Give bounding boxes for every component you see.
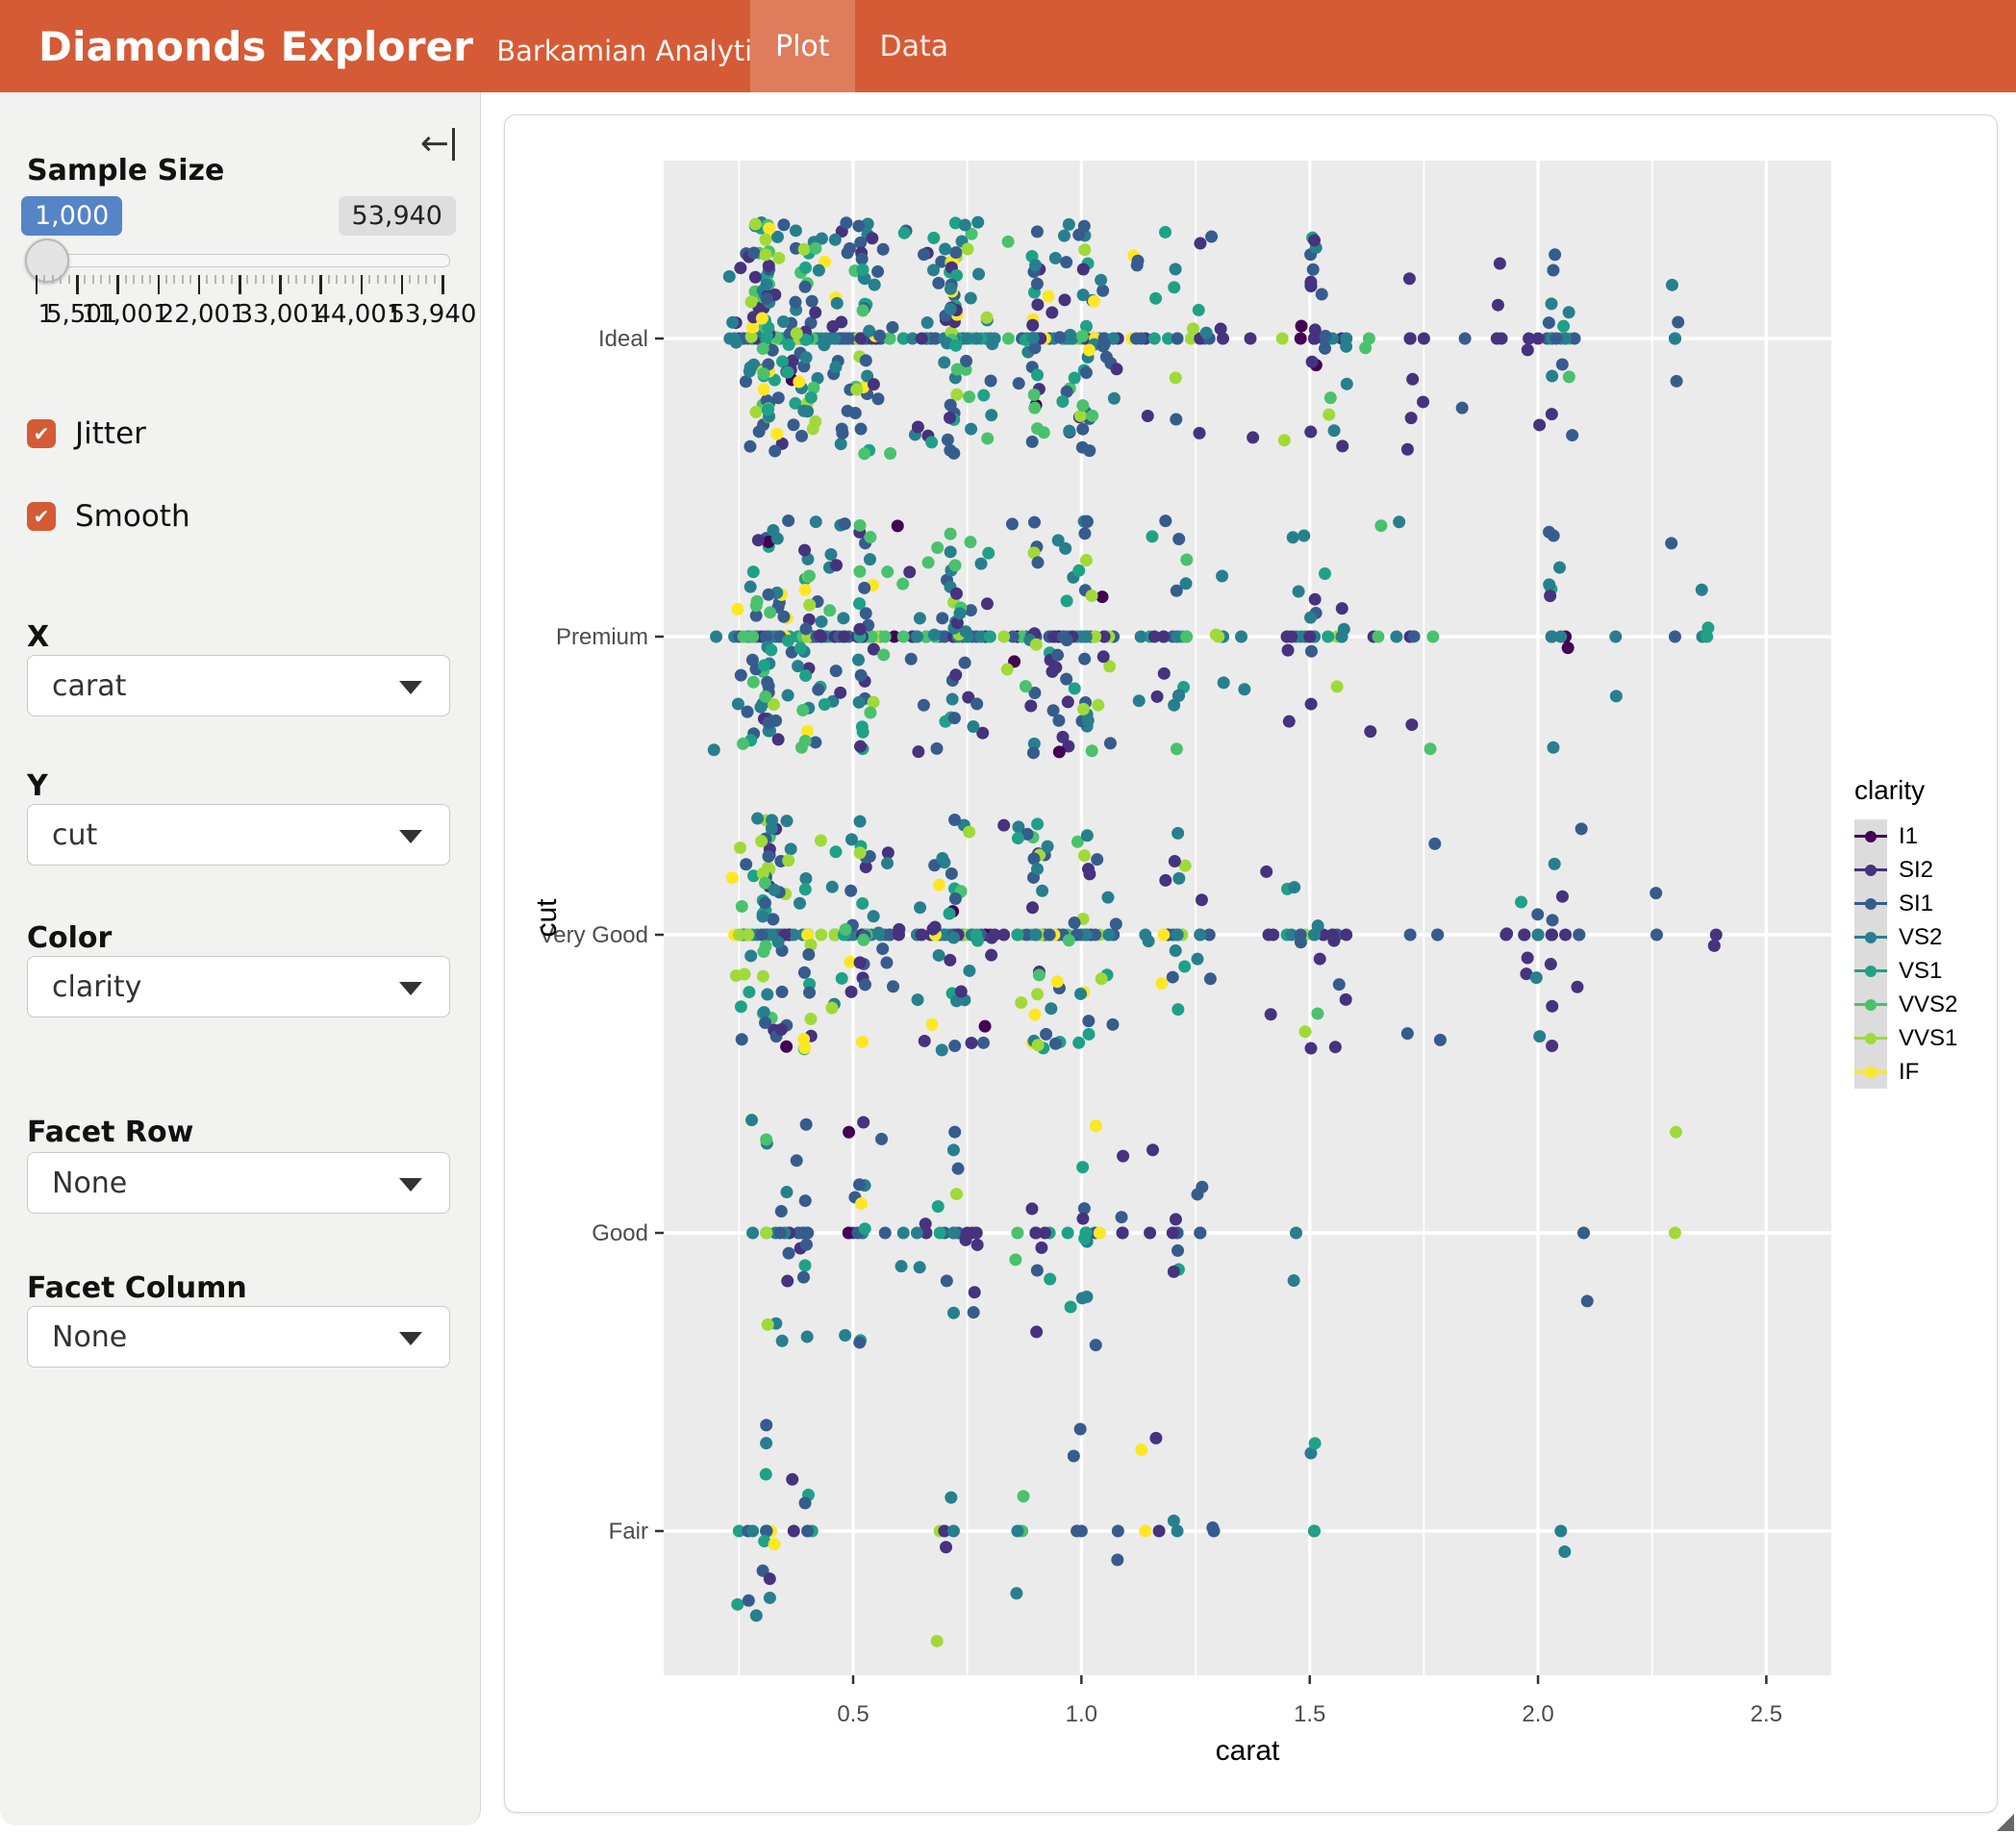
svg-text:Premium: Premium [556, 624, 648, 650]
collapse-left-icon: ← [419, 124, 449, 163]
jitter-checkbox[interactable]: ✔ Jitter [27, 416, 146, 451]
svg-text:1.5: 1.5 [1294, 1701, 1325, 1727]
legend-label: VS2 [1899, 923, 1943, 950]
legend-item: VS2 [1854, 920, 1957, 954]
smooth-checkbox[interactable]: ✔ Smooth [27, 499, 190, 534]
svg-text:cut: cut [531, 898, 563, 938]
facet-column-select[interactable]: None [27, 1306, 450, 1368]
legend-item: VVS1 [1854, 1021, 1957, 1055]
legend-item: VS1 [1854, 954, 1957, 988]
color-select-value: clarity [52, 969, 142, 1004]
legend-label: VVS1 [1899, 1024, 1958, 1051]
legend-item: SI1 [1854, 887, 1957, 920]
chevron-down-icon [399, 1178, 422, 1192]
svg-text:2.0: 2.0 [1522, 1701, 1553, 1727]
legend-label: SI2 [1899, 856, 1934, 883]
chevron-down-icon [399, 681, 422, 694]
svg-text:1.0: 1.0 [1066, 1701, 1097, 1727]
slider-tick-label: 53,940 [389, 300, 477, 329]
color-select[interactable]: clarity [27, 956, 450, 1017]
chevron-down-icon [399, 1332, 422, 1345]
facet-column-select-value: None [52, 1319, 128, 1354]
y-select-value: cut [52, 817, 98, 852]
svg-text:Good: Good [592, 1220, 648, 1246]
resize-grip[interactable] [1997, 1814, 2014, 1831]
app-subtitle: Barkamian Analytics [496, 34, 783, 67]
facet-row-select-label: Facet Row [27, 1116, 194, 1149]
legend-title: clarity [1854, 775, 1926, 805]
collapse-bar-icon [452, 128, 455, 161]
jitter-checkbox-label: Jitter [75, 416, 146, 451]
checkbox-box: ✔ [27, 502, 56, 531]
legend-item: I1 [1854, 819, 1957, 853]
sample-size-label: Sample Size [27, 154, 225, 188]
slider-tick-label: 22,001 [158, 300, 246, 329]
legend-key-icon [1854, 887, 1887, 920]
legend-label: SI1 [1899, 890, 1934, 916]
slider-tick-labels: 1 5,501 11,001 22,001 33,001 44,001 53,940 [27, 300, 477, 329]
slider-value-badge: 1,000 [21, 196, 123, 236]
legend-label: I1 [1899, 822, 1919, 849]
legend-key-icon [1854, 1021, 1887, 1055]
plot-legend: clarity I1 SI2 SI1 VS2 VS1 VVS2 VVS1 IF [1854, 775, 1957, 1089]
legend-label: VS1 [1899, 957, 1943, 984]
tab-data[interactable]: Data [879, 29, 949, 63]
slider-tick-label: 33,001 [237, 300, 325, 329]
x-select-value: carat [52, 668, 127, 703]
slider-ruler [27, 275, 450, 296]
legend-key-icon [1854, 819, 1887, 853]
x-select[interactable]: carat [27, 655, 450, 716]
y-select[interactable]: cut [27, 804, 450, 866]
checkmark-icon: ✔ [33, 505, 50, 528]
app-title: Diamonds Explorer [38, 22, 474, 70]
legend-label: VVS2 [1899, 991, 1958, 1017]
checkmark-icon: ✔ [33, 422, 50, 445]
color-select-label: Color [27, 921, 113, 955]
slider-tick-label: 11,001 [81, 300, 169, 329]
slider-tick-label: 44,001 [315, 300, 403, 329]
legend-key-icon [1854, 988, 1887, 1021]
x-select-label: X [27, 620, 50, 654]
navbar-tabs: Plot Data [750, 0, 973, 92]
svg-text:carat: carat [1216, 1735, 1280, 1767]
slider-max-badge: 53,940 [338, 196, 456, 236]
smooth-checkbox-label: Smooth [75, 499, 190, 534]
facet-row-select-value: None [52, 1166, 128, 1200]
svg-text:Fair: Fair [609, 1519, 648, 1544]
svg-text:Very Good: Very Good [540, 922, 648, 948]
svg-text:2.5: 2.5 [1751, 1701, 1782, 1727]
app-header: Diamonds Explorer Barkamian Analytics Pl… [0, 0, 2016, 92]
sidebar: ← Sample Size 1,000 53,940 1 5,501 11,001 2… [0, 92, 481, 1825]
legend-key-icon [1854, 920, 1887, 954]
legend-key-icon [1854, 853, 1887, 887]
svg-text:0.5: 0.5 [837, 1701, 869, 1727]
facet-row-select[interactable]: None [27, 1152, 450, 1214]
brand: Diamonds Explorer Barkamian Analytics [38, 23, 782, 70]
chevron-down-icon [399, 830, 422, 843]
slider-tick-label: 5,501 [45, 300, 118, 329]
legend-key-icon [1854, 1055, 1887, 1089]
slider-handle[interactable] [25, 239, 69, 283]
slider-tick-label: 1 [38, 300, 55, 329]
y-select-label: Y [27, 769, 48, 803]
sidebar-collapse-button[interactable]: ← [420, 127, 455, 162]
legend-item: IF [1854, 1055, 1957, 1089]
legend-item: VVS2 [1854, 988, 1957, 1021]
legend-label: IF [1899, 1058, 1920, 1085]
sample-size-slider: 1,000 53,940 1 5,501 11,001 22,001 33,001 44,… [21, 192, 477, 346]
chevron-down-icon [399, 982, 422, 995]
legend-key-icon [1854, 954, 1887, 988]
facet-column-select-label: Facet Column [27, 1271, 247, 1305]
svg-text:Ideal: Ideal [598, 326, 648, 352]
legend-item: SI2 [1854, 853, 1957, 887]
tab-plot[interactable]: Plot [750, 0, 855, 92]
checkbox-box: ✔ [27, 419, 56, 448]
